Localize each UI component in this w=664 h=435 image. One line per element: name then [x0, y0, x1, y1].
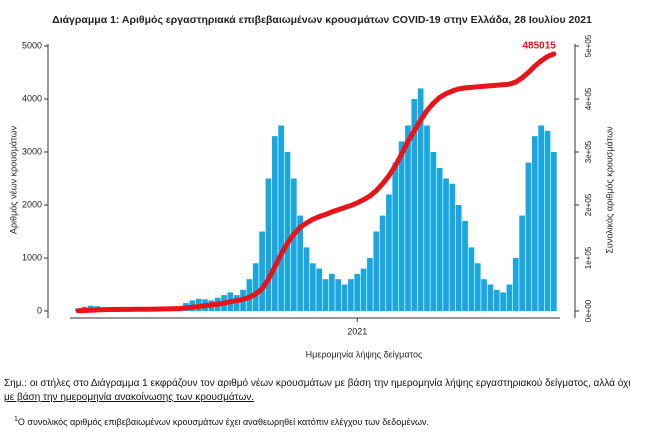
bar — [462, 220, 468, 311]
bar — [265, 178, 272, 311]
bar — [290, 178, 297, 311]
y2-tick-label: 3e+05 — [584, 140, 593, 163]
bar — [297, 215, 303, 311]
bar — [392, 162, 399, 311]
bar — [284, 152, 291, 311]
chart: Διάγραμμα 1: Αριθμός εργαστηριακά επιβεβ… — [8, 14, 614, 360]
bar — [417, 88, 424, 312]
bar — [335, 279, 342, 311]
y-tick-label: 5000 — [22, 40, 42, 50]
bar — [436, 167, 443, 311]
bar — [348, 279, 354, 311]
bar — [474, 263, 481, 311]
bar — [538, 125, 544, 311]
bar — [531, 136, 538, 311]
bar — [525, 162, 532, 311]
y2-tick-label: 0e+00 — [584, 299, 593, 322]
note: Σημ.: οι στήλες στο Διάγραμμα 1 εκφράζου… — [4, 378, 631, 389]
cumulative-line — [75, 51, 557, 314]
y2-tick-label: 5e+05 — [584, 34, 593, 57]
annotation: 485015 — [522, 41, 556, 52]
bar — [379, 215, 386, 311]
y-tick-label: 4000 — [22, 93, 42, 103]
bar — [468, 247, 475, 311]
bar — [493, 289, 500, 311]
bar — [309, 263, 316, 311]
y-tick-label: 1000 — [22, 252, 42, 262]
bar — [411, 99, 418, 311]
bar — [405, 125, 411, 311]
bar — [424, 125, 430, 311]
y-tick-label: 0 — [37, 305, 42, 315]
bar — [303, 247, 310, 311]
x-tick-label: 2021 — [347, 326, 367, 336]
bar — [481, 279, 487, 311]
y2-tick-label: 4e+05 — [584, 87, 593, 110]
bar — [252, 263, 259, 311]
footnote-text: Ο συνολικός αριθμός επιβεβαιωμένων κρουσ… — [17, 417, 430, 427]
bar — [322, 279, 329, 311]
y2-axis-label: Συνολικός αριθμός κρουσμάτων — [604, 126, 614, 254]
bar — [360, 268, 367, 311]
y2-tick-label: 1e+05 — [584, 246, 593, 269]
bar — [316, 268, 323, 311]
bar — [506, 284, 513, 311]
y-axis-label: Αριθμός νέων κρουσμάτων — [8, 125, 18, 234]
chart-title: Διάγραμμα 1: Αριθμός εργαστηριακά επιβεβ… — [52, 14, 592, 26]
bar — [398, 141, 405, 311]
bar — [443, 178, 449, 311]
y2-tick-label: 2e+05 — [584, 193, 593, 216]
bar — [341, 284, 348, 311]
bar — [500, 292, 506, 311]
bar — [373, 231, 380, 311]
y-tick-label: 3000 — [22, 146, 42, 156]
bar — [278, 125, 284, 311]
footnote: 1Ο συνολικός αριθμός επιβεβαιωμένων κρου… — [14, 413, 429, 429]
bar — [271, 136, 278, 311]
footnote-marker: 1 — [14, 416, 18, 423]
bar — [487, 284, 494, 311]
bar — [386, 194, 392, 311]
x-axis-label: Ημερομηνία λήψης δείγματος — [306, 349, 423, 359]
bar — [455, 205, 462, 311]
bar — [550, 152, 557, 311]
bar — [367, 258, 373, 311]
bar — [449, 183, 456, 311]
bar — [430, 152, 437, 311]
note: με βάση την ημερομηνία ανακοίνωσης των κ… — [4, 392, 255, 403]
bar — [329, 273, 335, 311]
bar — [259, 231, 265, 311]
bar — [512, 258, 519, 311]
y-tick-label: 2000 — [22, 199, 42, 209]
bar — [544, 130, 551, 311]
bar — [354, 273, 361, 311]
bar — [519, 215, 525, 311]
